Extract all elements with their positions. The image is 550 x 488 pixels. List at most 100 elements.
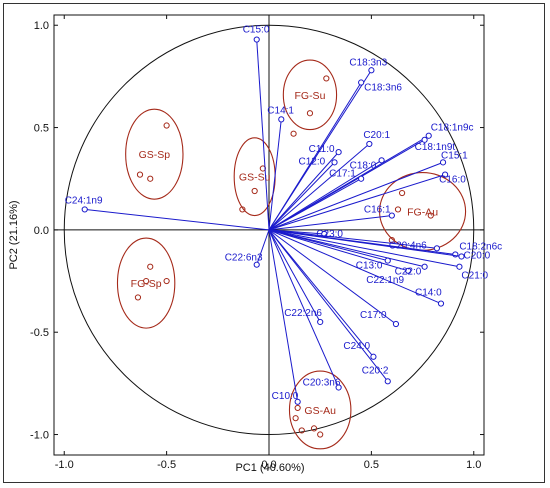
loading-label: C11:0 xyxy=(309,144,335,155)
sample-point xyxy=(147,263,154,270)
loading-point xyxy=(437,300,445,307)
loading-vector xyxy=(268,151,339,231)
loading-vector xyxy=(84,208,270,231)
group-gs-su: GS-Su xyxy=(233,137,276,217)
x-tick-label: -0.5 xyxy=(157,459,176,471)
y-tick-label: 0.5 xyxy=(34,123,49,135)
sample-point xyxy=(290,130,297,137)
loading-point xyxy=(81,206,88,213)
loading-label: C17:1 xyxy=(329,169,356,180)
loading-label: C12:0 xyxy=(299,156,326,167)
sample-point xyxy=(147,175,154,182)
sample-point xyxy=(294,404,301,412)
loading-vector xyxy=(268,159,382,231)
loading-point xyxy=(378,157,385,164)
loading-label: C24:0 xyxy=(343,341,370,352)
loading-vector xyxy=(268,215,392,231)
sample-point xyxy=(306,110,314,117)
y-tick-label: 1.0 xyxy=(34,20,49,32)
loading-point xyxy=(421,136,428,143)
group-ellipse xyxy=(288,370,352,450)
group-gs-sp: GS-Sp xyxy=(125,108,184,200)
loading-point xyxy=(405,267,412,274)
loading-point xyxy=(439,159,447,166)
sample-point xyxy=(239,206,246,213)
loading-point xyxy=(317,318,324,326)
figure-frame xyxy=(3,3,545,483)
loading-vector xyxy=(256,39,270,230)
loading-point xyxy=(253,261,260,268)
axes: -1.0 -0.5 0.0 0.5 1.0 1.0 0.5 0.0 -0.5 -1.0 xyxy=(30,14,485,471)
loading-label: C18:0 xyxy=(350,160,377,171)
loading-vectors xyxy=(81,36,465,405)
loading-label: C18:1n9c xyxy=(431,123,474,134)
group-label: GS-Su xyxy=(239,172,271,184)
loading-label: C22:6n3 xyxy=(225,253,263,264)
loading-vector xyxy=(268,174,446,231)
group-fg-au: FG-Au xyxy=(379,172,467,251)
loading-point xyxy=(368,67,375,74)
x-tick-label: 1.0 xyxy=(466,459,481,471)
group-label: FG-Au xyxy=(407,206,438,218)
group-label: FG-Su xyxy=(294,90,325,102)
group-label: GS-Au xyxy=(304,405,336,417)
loading-label: C18:3n3 xyxy=(349,57,387,68)
loading-vector xyxy=(268,139,425,231)
loading-vector xyxy=(268,162,335,231)
loading-vector xyxy=(268,229,409,272)
group-label: FG-Sp xyxy=(131,278,162,290)
loading-point xyxy=(421,263,428,270)
loading-vector xyxy=(268,229,321,323)
loading-point xyxy=(358,175,365,182)
loading-label: C20:0 xyxy=(463,250,490,261)
loading-point xyxy=(456,263,463,270)
loading-point xyxy=(384,378,391,385)
sample-point xyxy=(317,431,324,438)
x-axis-label: PC1 (40.60%) xyxy=(235,462,304,474)
loading-vector xyxy=(268,82,362,231)
loading-vector xyxy=(268,229,437,249)
group-ellipse xyxy=(116,237,176,329)
group-ellipse xyxy=(125,108,184,200)
group-ellipse xyxy=(282,59,338,131)
group-fg-su: FG-Su xyxy=(282,59,338,137)
loading-label: C20:3n6 xyxy=(303,377,341,388)
loading-label: C10:0 xyxy=(272,391,299,402)
y-axis-label: PC2 (21.16%) xyxy=(8,200,20,269)
loading-label: C14:1 xyxy=(267,105,294,116)
loading-label: C17:0 xyxy=(360,310,387,321)
loading-label: C15:0 xyxy=(243,25,270,36)
loading-point xyxy=(388,212,395,219)
loading-label: C20:1 xyxy=(363,130,390,141)
loading-label: C13:0 xyxy=(356,261,383,272)
sample-point xyxy=(427,212,434,219)
loading-vector xyxy=(268,229,389,382)
sample-point xyxy=(134,294,142,301)
unit-circle xyxy=(63,24,475,436)
loading-vector xyxy=(268,229,299,402)
loading-point xyxy=(321,230,328,238)
sample-point xyxy=(251,187,258,195)
loading-point xyxy=(253,36,260,43)
loading-vector xyxy=(268,229,442,305)
x-tick-label: -1.0 xyxy=(55,459,74,471)
sample-point xyxy=(298,427,305,434)
loading-label: C14:0 xyxy=(415,288,442,299)
group-fg-sp: FG-Sp xyxy=(116,237,176,329)
loading-label: C22:1n9 xyxy=(366,275,404,286)
loading-label: C21:0 xyxy=(461,271,488,282)
loading-vector xyxy=(268,229,460,268)
loading-point xyxy=(458,253,465,260)
loading-label: C22:2n6 xyxy=(284,308,322,319)
y-tick-label: -1.0 xyxy=(30,430,49,442)
loading-vector xyxy=(268,119,282,230)
loading-point xyxy=(370,353,377,360)
loading-label: C16:1 xyxy=(364,205,391,216)
sample-point xyxy=(163,277,170,285)
loading-point xyxy=(331,159,338,166)
y-tick-label: 0.0 xyxy=(34,225,49,237)
sample-point xyxy=(136,171,144,178)
x-tick-label: 0.0 xyxy=(261,459,276,471)
loading-label: C15:1 xyxy=(441,150,468,161)
